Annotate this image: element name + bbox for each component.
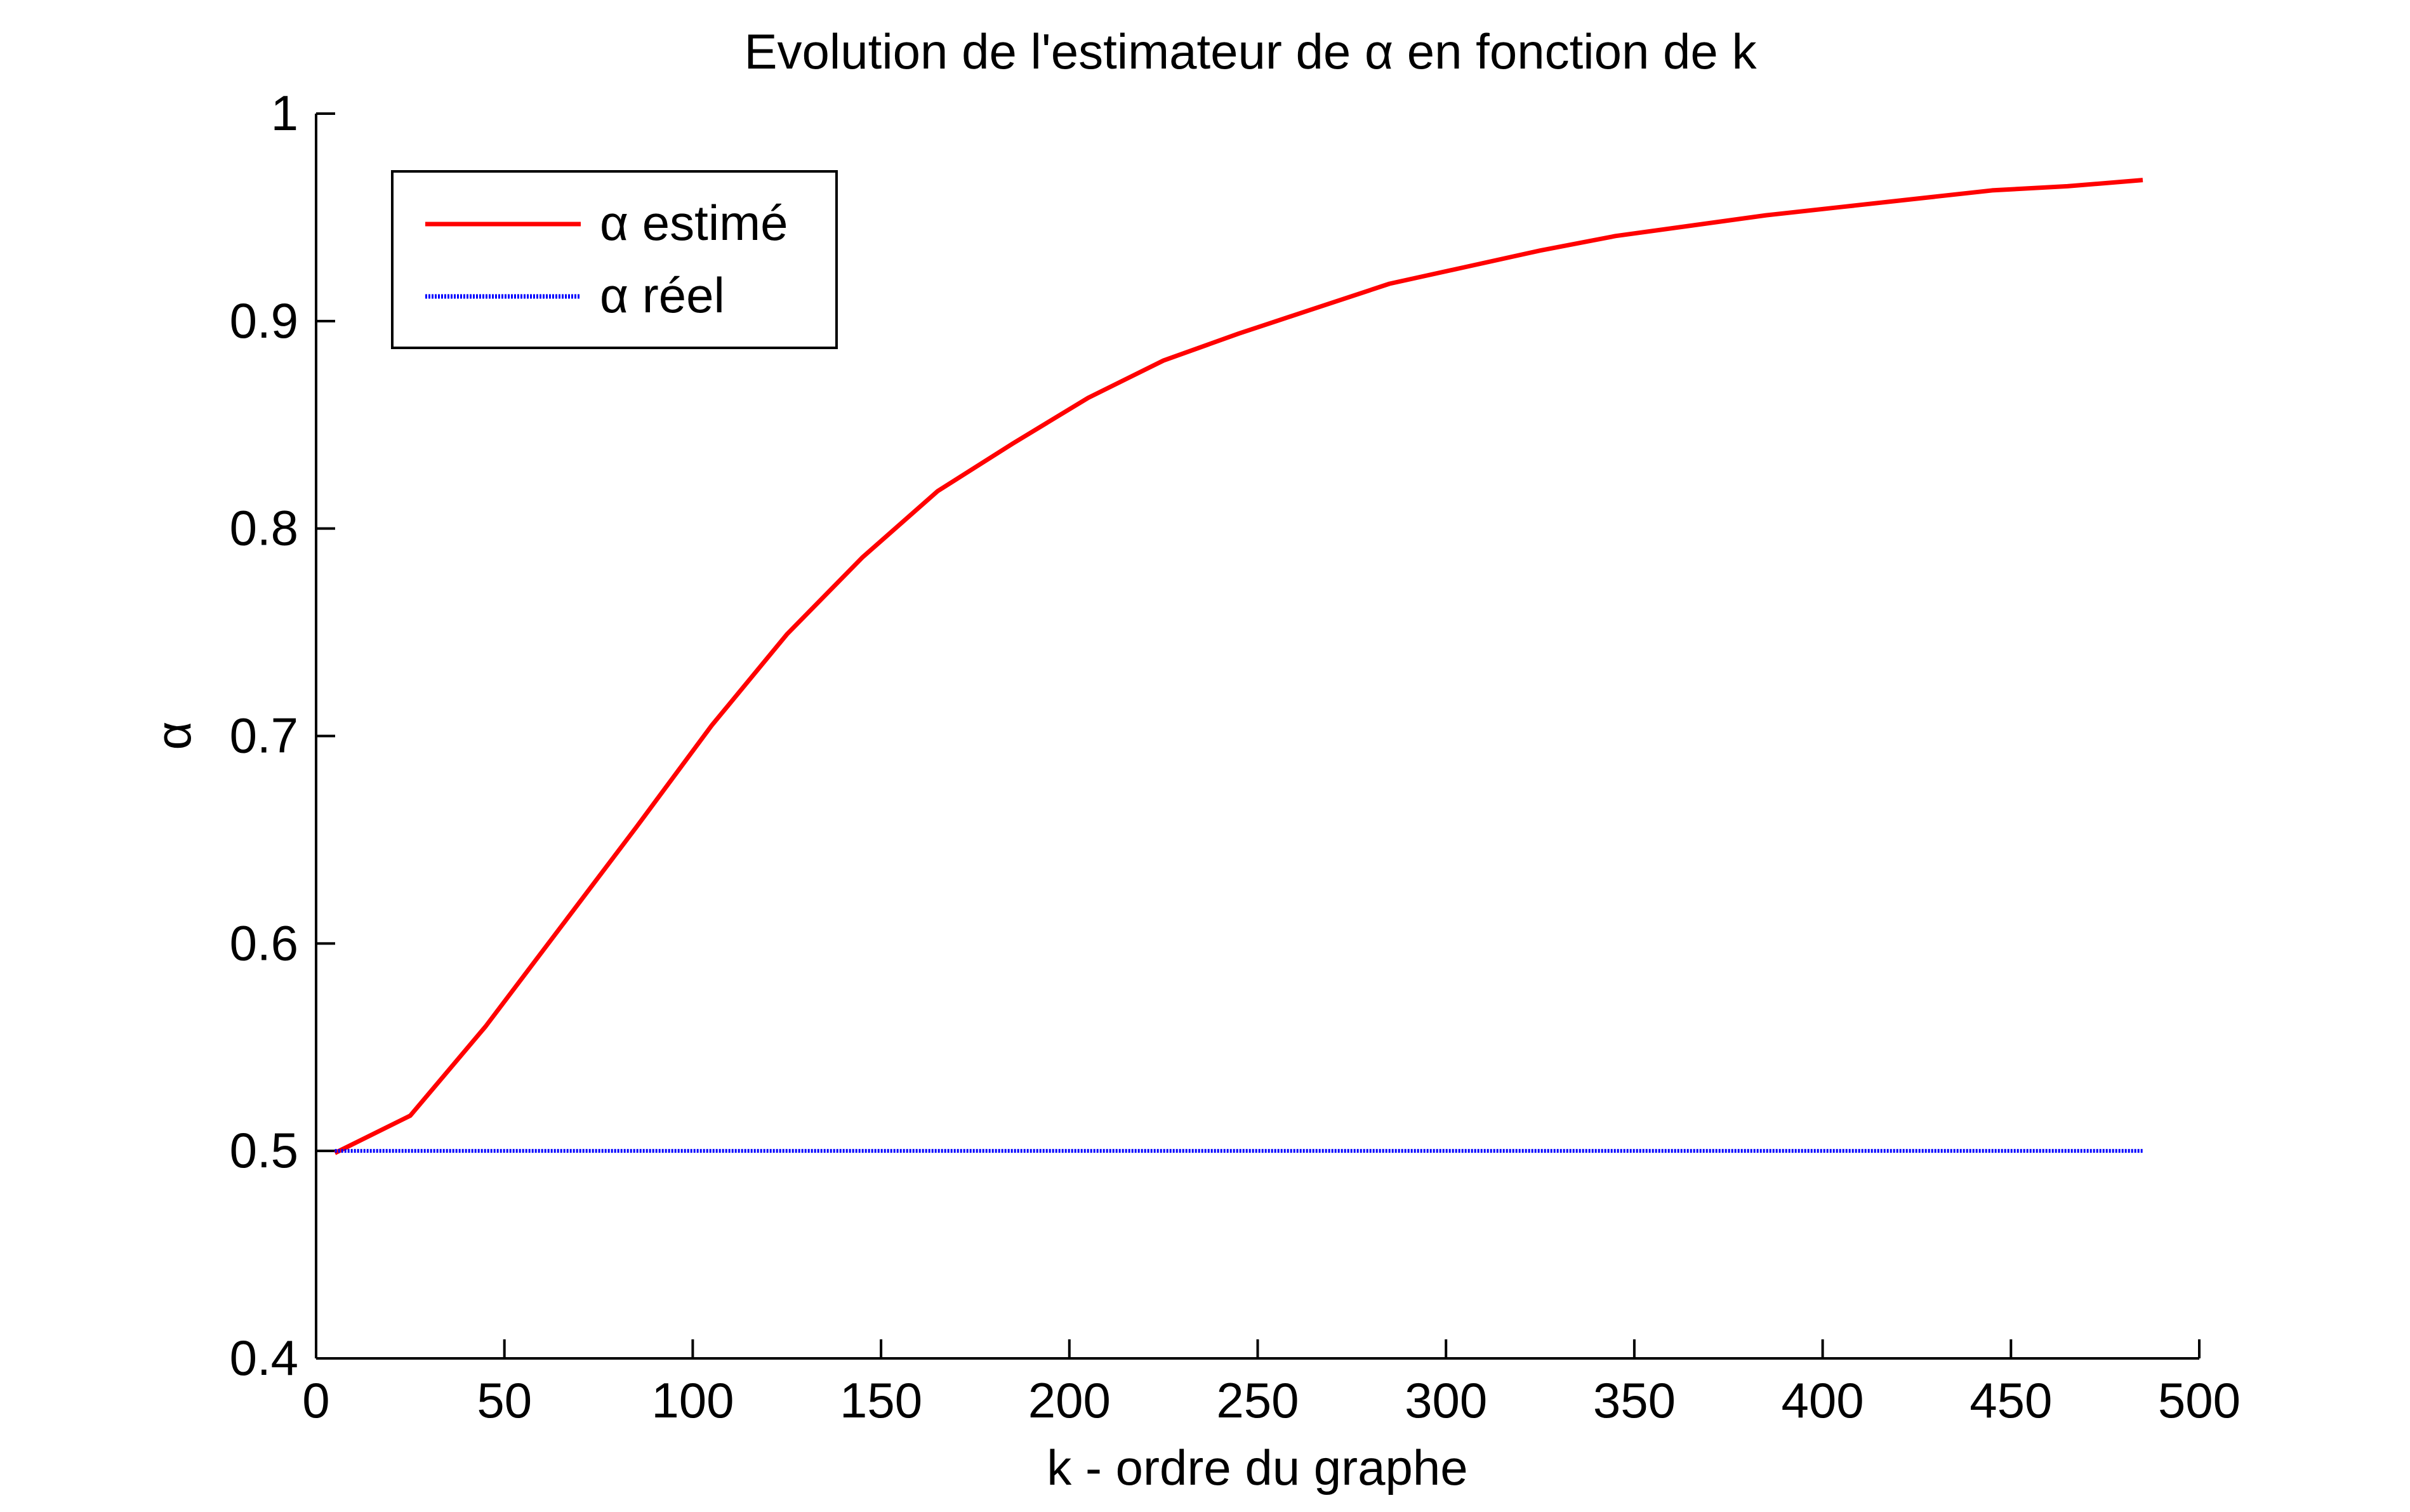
y-tick-label: 0.4: [230, 1330, 298, 1386]
x-tick-label: 400: [1782, 1372, 1864, 1428]
series-layer: [334, 178, 2143, 1155]
x-tick-label: 350: [1593, 1372, 1676, 1428]
y-tick-label: 0.7: [230, 708, 298, 764]
y-tick-label: 0.6: [230, 915, 298, 971]
x-tick-label: 300: [1405, 1372, 1487, 1428]
y-tick-label: 1: [271, 85, 298, 141]
y-axis-ticks: 0.4 0.5 0.6 0.7 0.8 0.9 1: [230, 85, 335, 1386]
x-axis-ticks: 0 50 100 150 200 250 300 350 400 450 500: [302, 1339, 2241, 1428]
x-tick-label: 200: [1028, 1372, 1111, 1428]
legend-box: [391, 170, 838, 349]
legend-label-alpha-estime: α estimé: [600, 195, 788, 251]
y-tick-label: 0.8: [230, 500, 298, 556]
x-tick-label: 250: [1216, 1372, 1299, 1428]
legend: α estimé α réel: [391, 170, 838, 349]
x-axis-label: k - ordre du graphe: [1047, 1440, 1467, 1495]
x-tick-label: 150: [840, 1372, 922, 1428]
y-tick-label: 0.5: [230, 1122, 298, 1178]
legend-label-alpha-reel: α réel: [600, 267, 725, 323]
chart-title: Evolution de l'estimateur de α en foncti…: [745, 23, 1758, 79]
x-tick-label: 50: [477, 1372, 532, 1428]
x-tick-label: 500: [2158, 1372, 2241, 1428]
x-tick-label: 0: [302, 1372, 329, 1428]
y-axis-label: α: [145, 721, 201, 750]
series-line-alpha-estime: [334, 178, 2143, 1155]
y-tick-label: 0.9: [230, 293, 298, 348]
x-tick-label: 100: [651, 1372, 734, 1428]
x-tick-label: 450: [1970, 1372, 2052, 1428]
